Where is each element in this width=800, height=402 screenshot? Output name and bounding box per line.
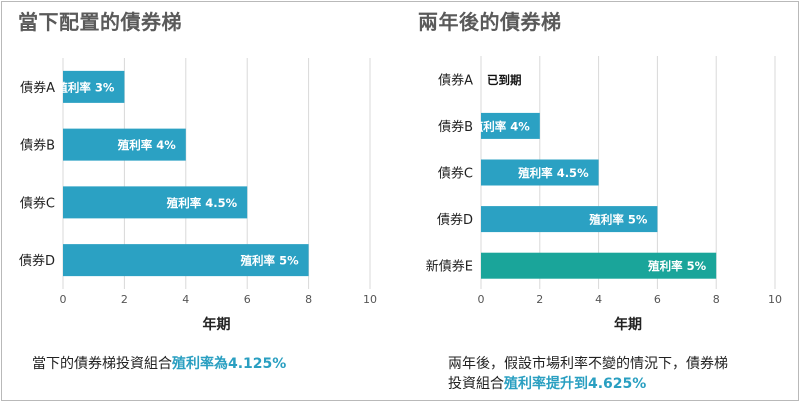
right-caption-line2: 投資組合殖利率提升到4.625% bbox=[448, 374, 728, 394]
right-caption-prefix: 投資組合 bbox=[448, 376, 504, 392]
left-xtick-5: 10 bbox=[363, 293, 377, 306]
left-data-label-1: 殖利率 4% bbox=[117, 138, 177, 152]
right-category-3: 債券D bbox=[437, 212, 473, 228]
left-xtick-3: 6 bbox=[244, 293, 251, 306]
left-category-0: 債券A bbox=[20, 80, 55, 96]
left-chart-title: 當下配置的債券梯 bbox=[18, 10, 182, 34]
right-category-4: 新債券E bbox=[426, 259, 473, 275]
right-chart-title: 兩年後的債券梯 bbox=[418, 10, 562, 34]
right-bar-3 bbox=[481, 206, 658, 233]
left-category-1: 債券B bbox=[20, 138, 55, 154]
left-xtick-1: 2 bbox=[121, 293, 128, 306]
left-caption-highlight: 殖利率為4.125% bbox=[172, 356, 287, 372]
left-xtick-4: 8 bbox=[305, 293, 312, 306]
right-bar-2 bbox=[481, 159, 599, 186]
left-data-label-2: 殖利率 4.5% bbox=[166, 196, 238, 210]
left-xlabel: 年期 bbox=[203, 316, 231, 333]
right-category-0: 債券A bbox=[438, 72, 473, 88]
left-data-label-3: 殖利率 5% bbox=[240, 254, 300, 268]
right-data-label-1: 殖利率 4% bbox=[471, 119, 531, 133]
right-xlabel: 年期 bbox=[614, 316, 642, 333]
left-caption: 當下的債券梯投資組合殖利率為4.125% bbox=[32, 354, 286, 374]
right-data-label-3: 殖利率 5% bbox=[588, 213, 648, 227]
right-xtick-4: 8 bbox=[713, 293, 720, 306]
right-xtick-0: 0 bbox=[478, 293, 485, 306]
right-xtick-5: 10 bbox=[768, 293, 782, 306]
right-data-label-0: 已到期 bbox=[487, 73, 522, 87]
right-data-label-4: 殖利率 5% bbox=[647, 259, 707, 273]
right-bar-4 bbox=[481, 252, 717, 279]
right-xtick-2: 4 bbox=[595, 293, 602, 306]
left-xtick-2: 4 bbox=[182, 293, 189, 306]
right-category-1: 債券B bbox=[438, 119, 473, 135]
left-bar-3 bbox=[63, 244, 309, 277]
right-caption-line1: 兩年後，假設市場利率不變的情況下，債券梯 bbox=[448, 356, 728, 372]
right-data-label-2: 殖利率 4.5% bbox=[517, 166, 589, 180]
left-bar-1 bbox=[63, 128, 186, 161]
right-xtick-3: 6 bbox=[654, 293, 661, 306]
left-category-3: 債券D bbox=[19, 253, 55, 269]
right-category-2: 債券C bbox=[438, 166, 473, 182]
right-xtick-1: 2 bbox=[536, 293, 543, 306]
right-bar-1 bbox=[481, 112, 540, 139]
right-caption: 兩年後，假設市場利率不變的情況下，債券梯 投資組合殖利率提升到4.625% bbox=[448, 354, 728, 394]
left-xtick-0: 0 bbox=[60, 293, 67, 306]
left-category-2: 債券C bbox=[20, 195, 55, 211]
left-bar-0 bbox=[63, 70, 125, 103]
left-chart: 0 2 4 6 8 10 年期 債券A 殖利率 3% 債券B 殖利率 4% 債券C 殖利率 4.5% 債券… bbox=[19, 58, 377, 333]
right-caption-highlight: 殖利率提升到4.625% bbox=[504, 376, 647, 392]
left-bar-2 bbox=[63, 186, 248, 219]
left-caption-prefix: 當下的債券梯投資組合 bbox=[32, 356, 172, 372]
left-data-label-0: 殖利率 3% bbox=[55, 80, 115, 94]
